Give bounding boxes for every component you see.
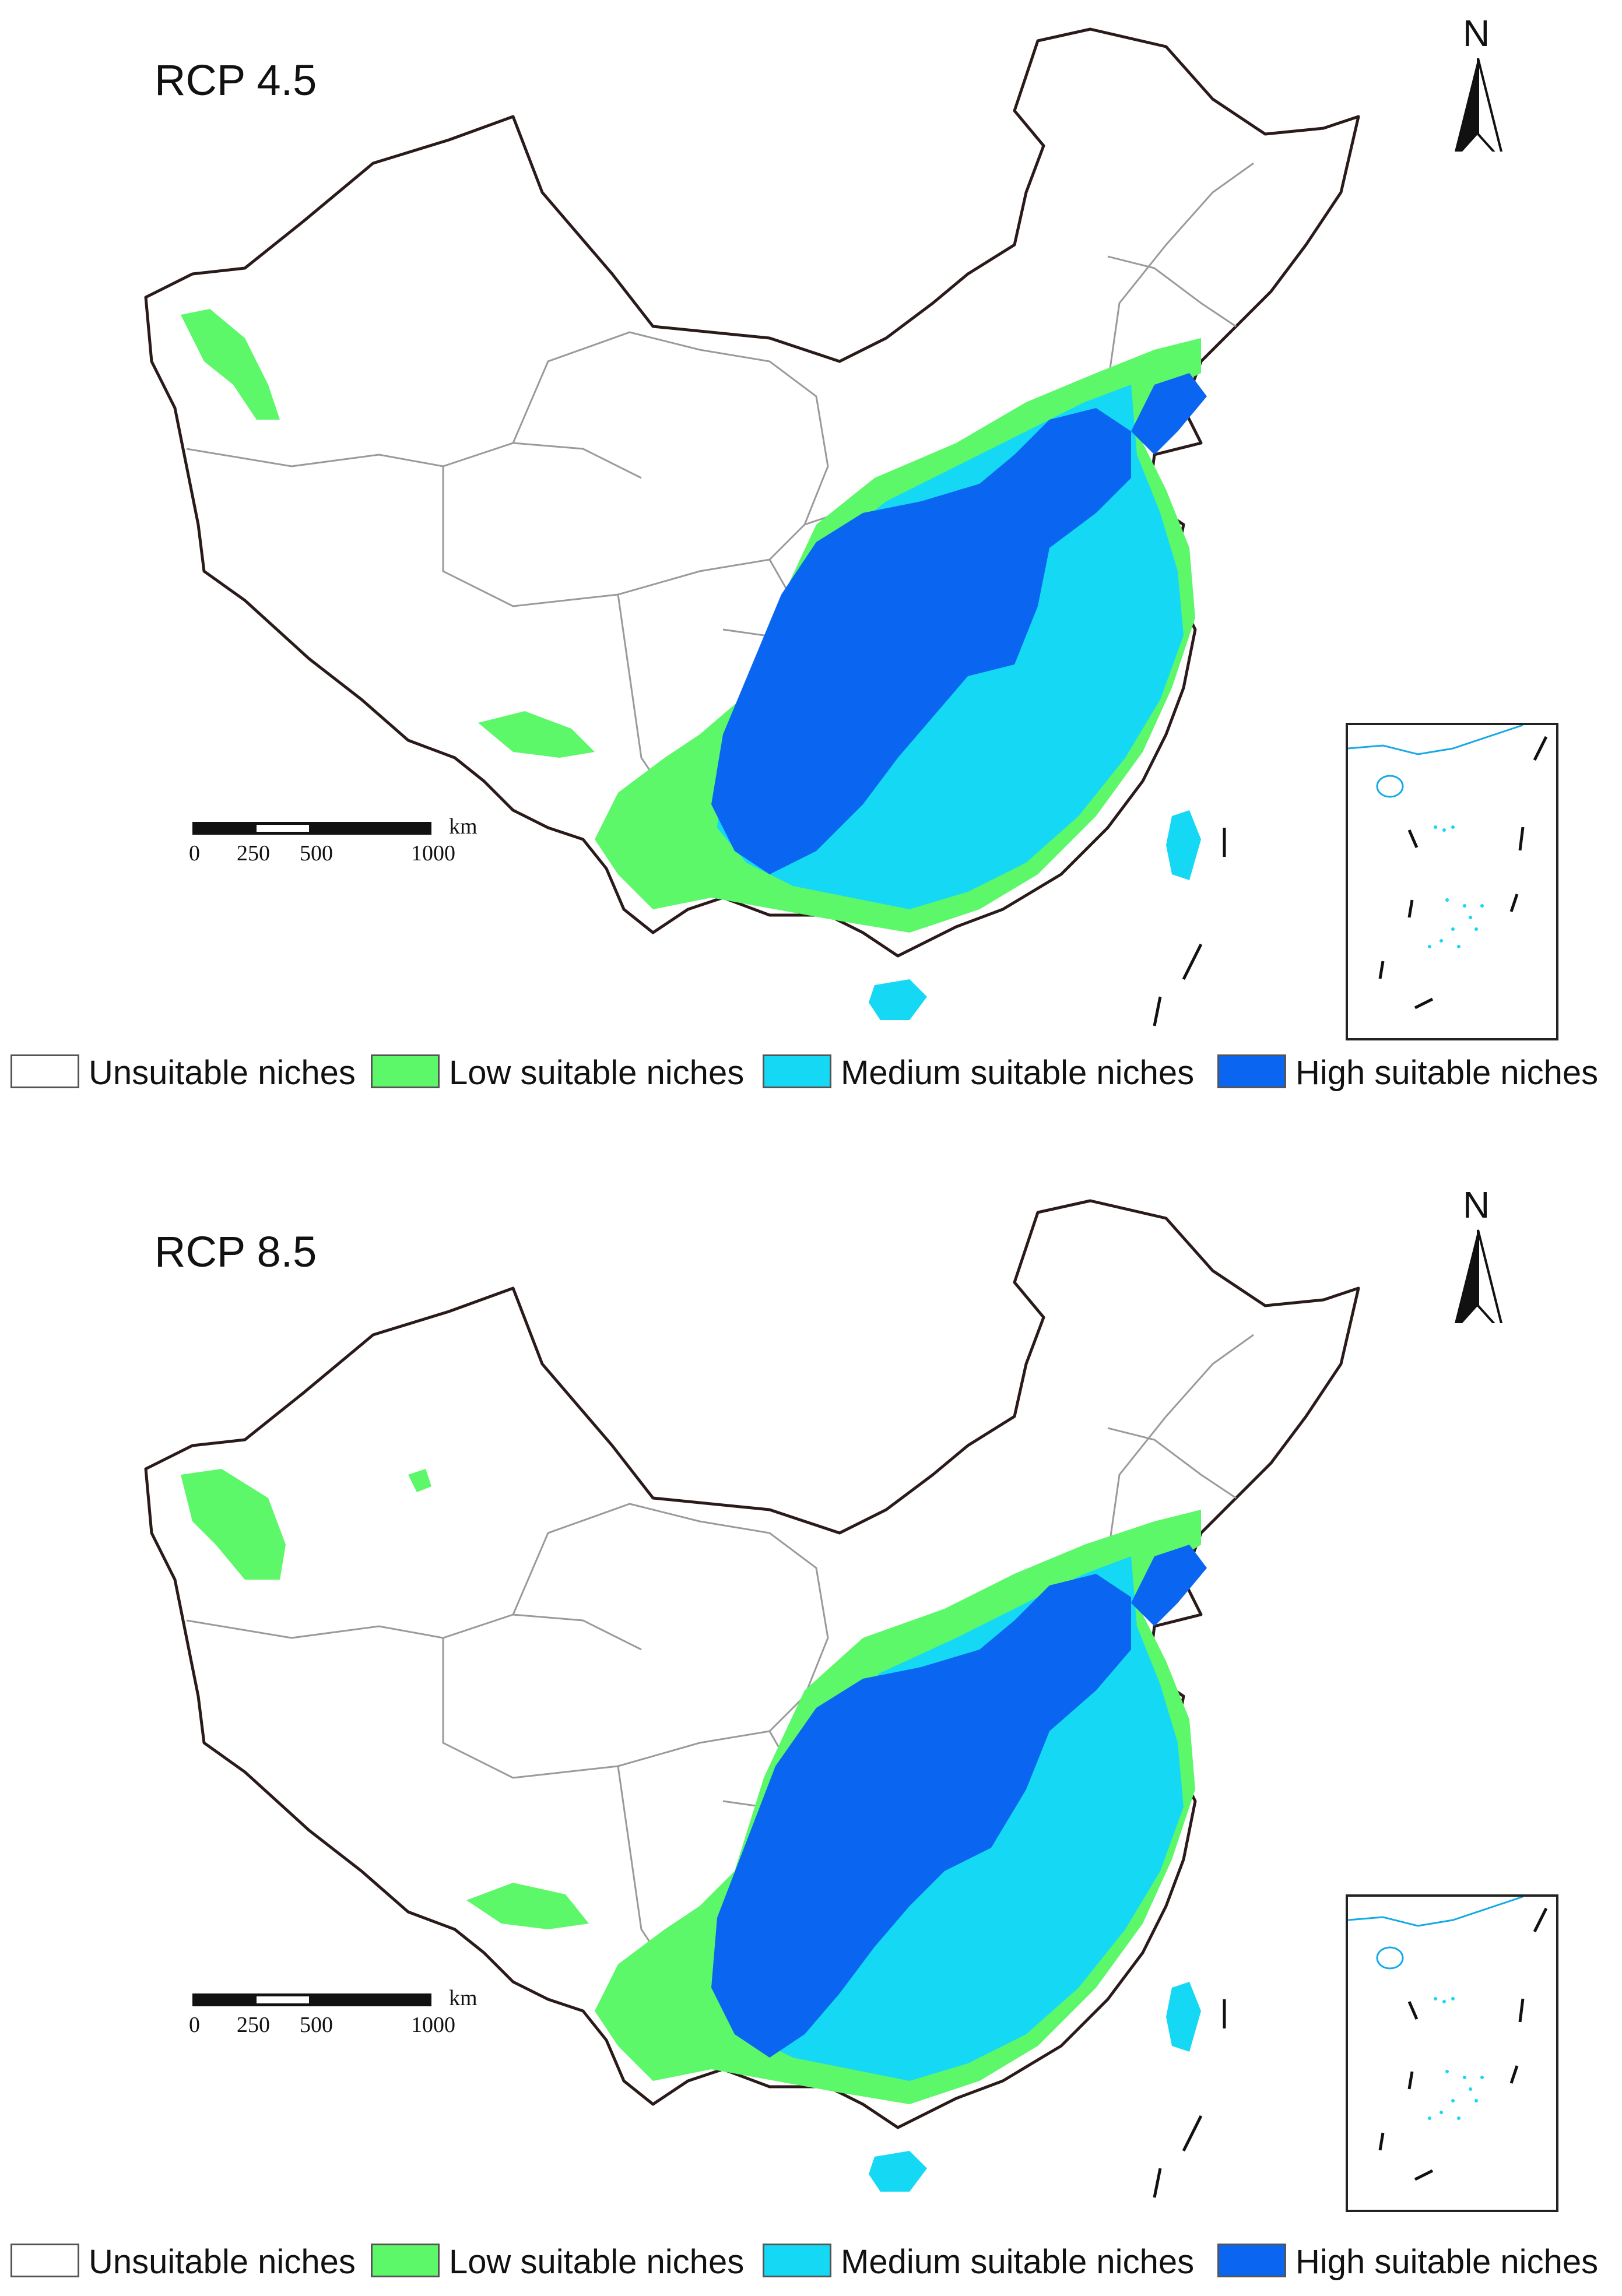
- china-suitability-map: [144, 27, 1360, 1026]
- scale-bar-graphic: [192, 822, 431, 835]
- legend-label: Medium suitable niches: [841, 1054, 1195, 1092]
- legend-label: Medium suitable niches: [841, 2243, 1195, 2281]
- suitability-regions: [181, 309, 1207, 1020]
- region-high: [711, 408, 1131, 874]
- region-medium-taiwan: [1166, 1982, 1201, 2052]
- scale-unit: km: [449, 814, 478, 839]
- north-arrow: N: [1443, 1184, 1513, 1323]
- suitability-regions: [181, 1469, 1207, 2192]
- legend-label: Unsuitable niches: [89, 2243, 356, 2281]
- south-china-sea-inset: [1346, 1894, 1558, 2212]
- region-high-liaodong: [1131, 373, 1207, 455]
- legend: Unsuitable niches Low suitable niches Me…: [10, 1052, 1620, 1093]
- region-medium-hainan: [869, 979, 927, 1020]
- scale-tick: 0: [189, 2013, 200, 2037]
- inset-map: [1347, 724, 1548, 1010]
- scale-bar: km 0 250 500 1000: [189, 1986, 496, 2040]
- region-medium-hainan: [869, 2151, 927, 2192]
- region-low-xinjiang-2: [408, 1469, 431, 1492]
- map-panel-rcp45: RCP 4.5 N km 0 250 500 1000: [0, 0, 1622, 1142]
- legend-swatch: [371, 2244, 440, 2277]
- inset-map: [1347, 1896, 1548, 2181]
- scale-tick: 0: [189, 841, 200, 866]
- legend-label: High suitable niches: [1296, 1054, 1599, 1092]
- north-arrow: N: [1443, 12, 1513, 152]
- scale-tick: 250: [237, 841, 270, 866]
- legend-swatch: [763, 2244, 831, 2277]
- legend-swatch: [10, 2244, 79, 2277]
- scale-tick: 250: [237, 2013, 270, 2037]
- maritime-boundary-lines: [1153, 1999, 1226, 2198]
- region-high-liaodong: [1131, 1545, 1207, 1626]
- scale-tick: 500: [300, 2013, 333, 2037]
- region-low-tibet: [466, 1883, 589, 1929]
- legend-label: Unsuitable niches: [89, 1054, 356, 1092]
- scale-bar: km 0 250 500 1000: [189, 814, 496, 869]
- region-low-xinjiang: [181, 309, 280, 420]
- north-arrow-icon: [1455, 1229, 1503, 1323]
- panel-title: RCP 4.5: [155, 56, 317, 104]
- maritime-boundary-lines: [1153, 828, 1226, 1026]
- region-high: [711, 1574, 1131, 2058]
- legend-swatch: [763, 1054, 831, 1088]
- north-label: N: [1463, 1184, 1490, 1226]
- china-suitability-map: [144, 1199, 1360, 2198]
- legend: Unsuitable niches Low suitable niches Me…: [10, 2241, 1620, 2282]
- scale-tick: 1000: [411, 2013, 455, 2037]
- legend-label: Low suitable niches: [449, 2243, 745, 2281]
- scale-unit: km: [449, 1986, 478, 2010]
- region-medium-taiwan: [1166, 810, 1201, 880]
- region-low-xinjiang: [181, 1469, 286, 1580]
- legend-label: Low suitable niches: [449, 1054, 745, 1092]
- legend-swatch: [371, 1054, 440, 1088]
- south-china-sea-inset: [1346, 723, 1558, 1040]
- legend-swatch: [1217, 1054, 1286, 1088]
- north-label: N: [1463, 12, 1490, 54]
- north-arrow-icon: [1455, 58, 1503, 152]
- legend-swatch: [10, 1054, 79, 1088]
- scale-bar-graphic: [192, 1993, 431, 2006]
- scale-tick: 500: [300, 841, 333, 866]
- region-low-tibet: [478, 711, 595, 758]
- legend-swatch: [1217, 2244, 1286, 2277]
- map-panel-rcp85: RCP 8.5 N km 0 250 500 1000: [0, 1172, 1622, 2296]
- scale-tick: 1000: [411, 841, 455, 866]
- legend-label: High suitable niches: [1296, 2243, 1599, 2281]
- panel-title: RCP 8.5: [155, 1228, 317, 1276]
